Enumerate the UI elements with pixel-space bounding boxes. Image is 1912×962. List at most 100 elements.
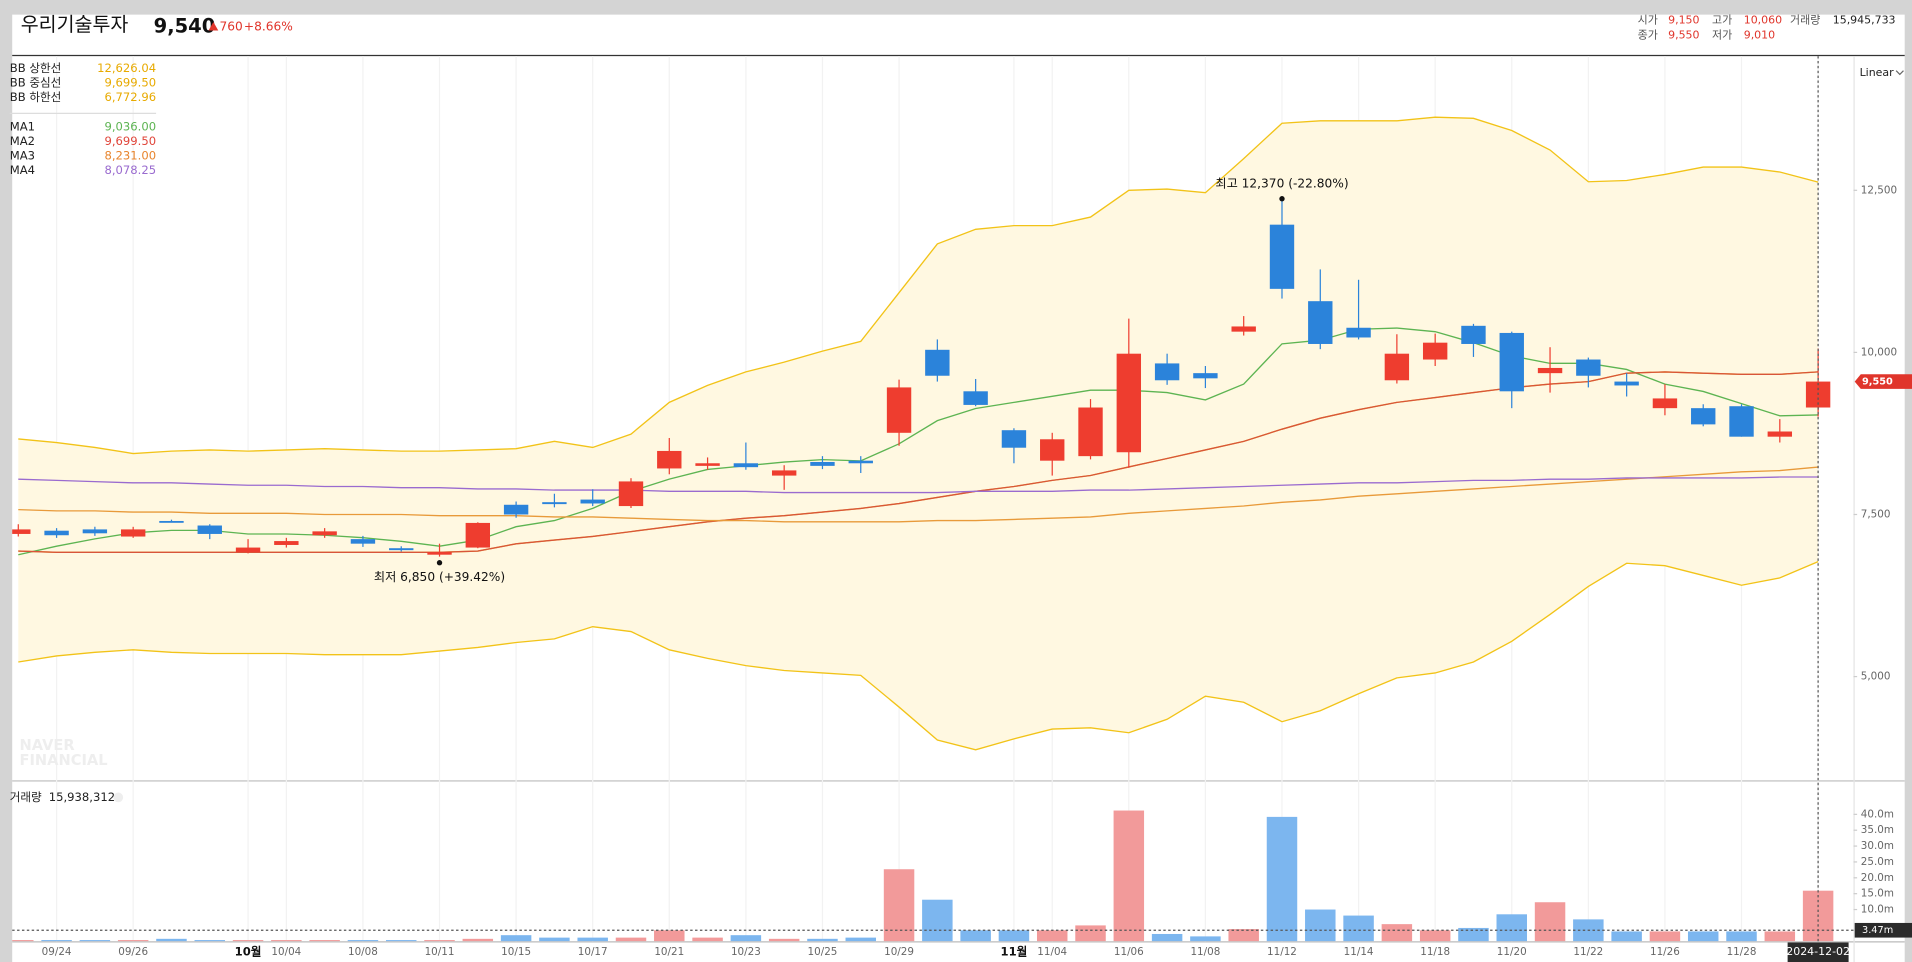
- volume-bar: [730, 935, 762, 942]
- volume-bar: [156, 938, 187, 942]
- volume-tick-label: 30.0m: [1861, 840, 1894, 852]
- volume-bar: [79, 940, 111, 942]
- candle-body: [542, 502, 567, 505]
- info-label: 고가: [1712, 14, 1732, 27]
- legend-value: 9,699.50: [105, 134, 157, 148]
- high-marker: [1279, 196, 1285, 202]
- series-line: [18, 116, 1819, 455]
- volume-tick-label: 15.0m: [1861, 888, 1894, 900]
- volume-bar: [385, 940, 417, 942]
- info-value: 9,150: [1668, 14, 1699, 27]
- candle-body: [1652, 398, 1678, 409]
- x-tick-label: 10/04: [271, 946, 301, 958]
- legend-name[interactable]: MA2: [10, 134, 35, 148]
- x-tick-label: 11/22: [1573, 946, 1603, 958]
- volume-bar: [1649, 931, 1681, 942]
- x-tick-label: 10/11: [425, 946, 455, 958]
- series-line: [18, 466, 1819, 523]
- candle-body: [848, 460, 873, 464]
- volume-bar: [309, 940, 340, 942]
- x-tick-label: 11월: [1001, 945, 1028, 959]
- volume-bar: [41, 940, 72, 942]
- legend-value: 12,626.04: [97, 61, 156, 75]
- x-tick-label: 2024-12-02: [1786, 945, 1850, 958]
- current-price: 9,540: [154, 14, 216, 37]
- candle-body: [1154, 363, 1180, 381]
- volume-settings[interactable]: [113, 792, 124, 803]
- bollinger-band: [18, 117, 1819, 750]
- candle-body: [159, 520, 184, 523]
- candle-body: [235, 547, 261, 553]
- candle-body: [427, 552, 452, 555]
- legend-name[interactable]: BB 하한선: [10, 90, 62, 104]
- volume-bar: [807, 938, 838, 942]
- volume-last: 15,938,312: [49, 790, 115, 804]
- x-tick-label: 10/23: [731, 946, 761, 958]
- candle-body: [1422, 342, 1448, 360]
- scale-mode[interactable]: Linear: [1860, 66, 1895, 79]
- legend-name[interactable]: BB 상한선: [10, 61, 62, 75]
- candle-body: [771, 470, 797, 476]
- info-label: 저가: [1712, 28, 1732, 41]
- legend-name[interactable]: BB 중심선: [10, 75, 62, 89]
- price-plot: 최고 12,370 (-22.80%) 최저 6,850 (+39.42%): [12, 116, 1831, 751]
- volume-bar: [768, 938, 800, 942]
- candle-body: [12, 529, 31, 534]
- volume-bar: [1075, 925, 1106, 942]
- legend-value: 9,036.00: [105, 119, 157, 133]
- x-tick-label: 11/18: [1420, 946, 1450, 958]
- volume-tick-label: 35.0m: [1861, 824, 1894, 836]
- info-label: 종가: [1638, 28, 1658, 41]
- high-annotation: 최고 12,370 (-22.80%): [1215, 177, 1348, 191]
- volume-bar: [1764, 931, 1796, 942]
- candle-body: [1193, 373, 1218, 379]
- low-annotation: 최저 6,850 (+39.42%): [374, 570, 505, 584]
- candle-body: [1384, 353, 1410, 381]
- volume-bar: [1687, 931, 1719, 942]
- legend-name[interactable]: MA3: [10, 149, 35, 163]
- series-line: [18, 561, 1819, 751]
- candle-body: [1537, 367, 1563, 374]
- volume-bar: [1458, 927, 1489, 942]
- y-tick-label: 12,500: [1861, 184, 1897, 196]
- x-tick-label: 11/12: [1267, 946, 1297, 958]
- volume-bar: [1726, 931, 1757, 942]
- volume-bar: [1496, 914, 1527, 942]
- volume-bar: [117, 940, 149, 942]
- volume-tick-label: 20.0m: [1861, 872, 1894, 884]
- candle-body: [1001, 430, 1027, 448]
- candle-body: [465, 522, 491, 548]
- volume-bar: [1113, 810, 1145, 942]
- x-tick-label: 11/28: [1727, 946, 1757, 958]
- watermark-text: FINANCIAL: [20, 752, 108, 769]
- volume-bar: [845, 937, 877, 942]
- candle-body: [1614, 381, 1639, 386]
- x-tick-label: 10/21: [654, 946, 684, 958]
- volume-tick-label: 10.0m: [1861, 904, 1894, 916]
- volume-bar: [1266, 816, 1298, 942]
- candle-body: [1346, 327, 1371, 338]
- volume-bar: [883, 869, 915, 942]
- volume-bar: [1381, 924, 1413, 942]
- legend-value: 8,231.00: [105, 149, 157, 163]
- stock-name: 우리기술투자: [21, 13, 129, 36]
- x-tick-label: 10월: [235, 945, 262, 959]
- candle-body: [120, 529, 146, 537]
- info-value: 9,010: [1744, 28, 1775, 41]
- scale-chevron[interactable]: [1895, 70, 1904, 76]
- legend-name[interactable]: MA4: [10, 163, 35, 177]
- candle-body: [1231, 326, 1256, 332]
- volume-bar: [998, 930, 1030, 942]
- legend-name[interactable]: MA1: [10, 119, 35, 133]
- candle-body: [1576, 359, 1601, 376]
- volume-bar: [1343, 915, 1374, 942]
- volume-bar: [271, 940, 302, 942]
- volume-bar: [692, 937, 723, 942]
- candle-body: [1691, 408, 1716, 425]
- candle-body: [810, 461, 835, 466]
- x-tick-label: 10/17: [578, 946, 608, 958]
- volume-bar: [615, 937, 647, 942]
- volume-tick-label: 40.0m: [1861, 808, 1894, 820]
- candle-body: [350, 539, 376, 544]
